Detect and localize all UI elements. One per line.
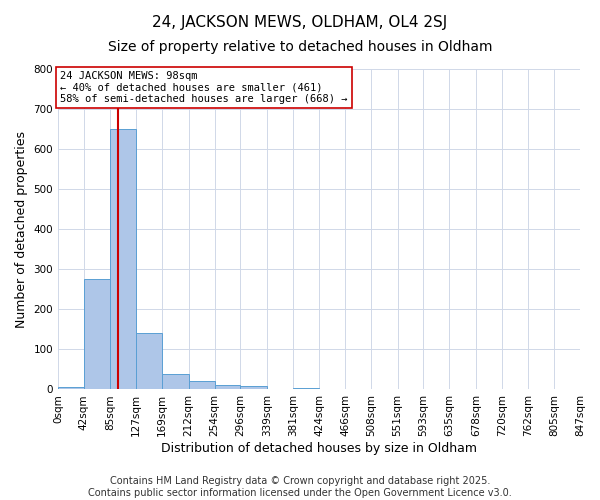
- Text: 24 JACKSON MEWS: 98sqm
← 40% of detached houses are smaller (461)
58% of semi-de: 24 JACKSON MEWS: 98sqm ← 40% of detached…: [60, 71, 347, 104]
- Bar: [84, 280, 110, 390]
- Bar: [293, 388, 319, 390]
- Bar: [554, 388, 580, 390]
- Bar: [241, 386, 267, 390]
- Text: Size of property relative to detached houses in Oldham: Size of property relative to detached ho…: [108, 40, 492, 54]
- Text: Contains HM Land Registry data © Crown copyright and database right 2025.
Contai: Contains HM Land Registry data © Crown c…: [88, 476, 512, 498]
- Bar: [136, 334, 162, 390]
- Bar: [188, 382, 215, 390]
- Bar: [162, 374, 188, 390]
- X-axis label: Distribution of detached houses by size in Oldham: Distribution of detached houses by size …: [161, 442, 477, 455]
- Text: 24, JACKSON MEWS, OLDHAM, OL4 2SJ: 24, JACKSON MEWS, OLDHAM, OL4 2SJ: [152, 15, 448, 30]
- Bar: [110, 129, 136, 390]
- Y-axis label: Number of detached properties: Number of detached properties: [15, 130, 28, 328]
- Bar: [215, 386, 241, 390]
- Bar: [58, 388, 84, 390]
